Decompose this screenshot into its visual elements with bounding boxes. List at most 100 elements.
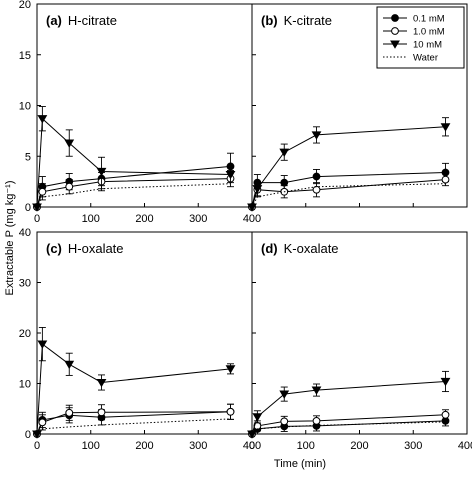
legend-label: 10 mM: [413, 40, 442, 51]
y-tick-label: 10: [19, 379, 31, 391]
x-tick-label: 100: [297, 440, 315, 452]
panel-name: H-oxalate: [68, 241, 124, 256]
series-water: [36, 183, 231, 208]
data-point: [38, 418, 47, 427]
data-point: [441, 175, 450, 184]
panel-name: K-oxalate: [284, 241, 339, 256]
y-tick-label: 10: [19, 101, 31, 113]
panel-letter: (c): [46, 241, 62, 256]
y-tick-label: 20: [19, 328, 31, 340]
legend-label: 1.0 mM: [413, 27, 445, 38]
data-point: [280, 417, 289, 426]
series-10-mm: [247, 117, 451, 212]
data-point: [97, 408, 106, 417]
panel-title: (b) K-citrate: [261, 13, 332, 28]
panel-letter: (d): [261, 241, 278, 256]
legend-swatch-marker: [390, 40, 400, 49]
x-tick-label: 0: [34, 440, 40, 452]
data-point: [37, 115, 48, 124]
legend-entry-water: Water: [383, 53, 438, 64]
y-tick-label: 5: [25, 151, 31, 163]
x-tick-label: 200: [350, 440, 368, 452]
legend-label: 0.1 mM: [413, 14, 445, 25]
x-tick-label: 0: [34, 213, 40, 225]
data-point: [311, 386, 322, 395]
panel-title: (c) H-oxalate: [46, 241, 124, 256]
y-tick-label: 20: [19, 0, 31, 11]
series-water: [36, 418, 231, 435]
panel-name: H-citrate: [68, 13, 117, 28]
x-tick-label: 300: [404, 440, 422, 452]
y-tick-label: 15: [19, 50, 31, 62]
panel-k-citrate: (b) K-citrate: [247, 3, 468, 212]
data-point: [280, 178, 289, 187]
panel-title: (a) H-citrate: [46, 13, 117, 28]
series-water: [251, 183, 446, 208]
data-point: [441, 410, 450, 419]
data-point: [312, 185, 321, 194]
data-point: [65, 182, 74, 191]
data-point: [96, 167, 107, 177]
data-point: [440, 123, 451, 132]
series-line: [251, 183, 446, 208]
data-point: [37, 340, 48, 349]
x-tick-label: 300: [189, 440, 207, 452]
panel-name: K-citrate: [284, 13, 332, 28]
data-point: [311, 131, 322, 140]
series-line: [36, 418, 231, 435]
data-point: [64, 139, 75, 148]
legend-entry-0-1-mm: 0.1 mM: [383, 14, 445, 25]
data-point: [247, 203, 257, 212]
x-tick-label: 200: [135, 213, 153, 225]
data-point: [440, 377, 451, 387]
series-10-mm: [32, 106, 236, 212]
data-point: [32, 203, 42, 212]
data-point: [279, 148, 290, 157]
x-tick-label: 0: [249, 440, 255, 452]
data-point: [225, 365, 236, 374]
legend-entry-1-0-mm: 1.0 mM: [383, 27, 445, 38]
panel-k-oxalate: 0 100 200 300 400 (d) K-oxalate: [247, 231, 472, 452]
x-tick-label: 100: [82, 440, 100, 452]
series-water: [251, 421, 446, 435]
x-tick-label: 400: [243, 213, 261, 225]
panel-letter: (b): [261, 13, 278, 28]
data-point: [38, 187, 47, 196]
panel-letter: (a): [46, 13, 62, 28]
x-tick-label: 400: [243, 440, 261, 452]
data-point: [64, 360, 75, 370]
data-point: [96, 378, 107, 388]
data-point: [247, 430, 257, 439]
y-tick-label: 0: [25, 429, 31, 441]
y-tick-label: 40: [19, 227, 31, 239]
series-10-mm: [32, 326, 236, 439]
legend-label: Water: [413, 53, 438, 64]
data-point: [226, 407, 235, 416]
data-point: [32, 430, 42, 439]
data-point: [65, 408, 74, 417]
x-tick-label: 400: [458, 440, 472, 452]
x-tick-label: 300: [189, 213, 207, 225]
legend-entry-10-mm: 10 mM: [383, 40, 442, 51]
series-line: [251, 421, 446, 435]
legend-swatch-marker: [391, 27, 399, 35]
data-point: [312, 172, 321, 181]
y-tick-label: 30: [19, 278, 31, 290]
x-axis-label: Time (min): [274, 458, 326, 470]
data-point: [225, 170, 236, 180]
data-point: [252, 185, 263, 194]
series-10-mm: [247, 370, 451, 439]
x-tick-label: 200: [135, 440, 153, 452]
y-axis-label: Extractable P (mg kg⁻¹): [4, 180, 16, 295]
data-point: [312, 416, 321, 425]
data-point: [252, 413, 263, 422]
data-point: [279, 390, 290, 399]
panel-title: (d) K-oxalate: [261, 241, 339, 256]
x-tick-label: 100: [82, 213, 100, 225]
y-tick-label: 0: [25, 202, 31, 214]
series-line: [36, 183, 231, 208]
